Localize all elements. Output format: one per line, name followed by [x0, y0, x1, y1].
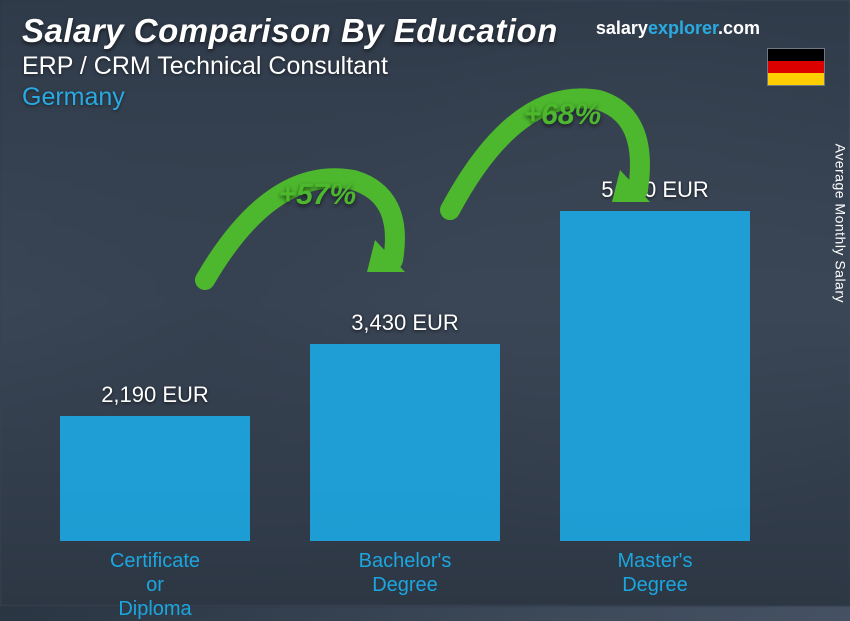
- brand-prefix: salary: [596, 18, 648, 38]
- bar-label: Bachelor's Degree: [359, 549, 452, 597]
- flag-stripe-1: [768, 49, 824, 61]
- bar-group: 2,190 EUR Certificate or Diploma: [60, 382, 250, 541]
- bar-value: 2,190 EUR: [101, 382, 209, 408]
- y-axis-label: Average Monthly Salary: [832, 144, 848, 303]
- bar: [310, 344, 500, 541]
- bar-label: Certificate or Diploma: [108, 549, 203, 621]
- increase-label: +57%: [279, 178, 357, 212]
- increase-arrow: +57%: [195, 160, 415, 315]
- flag-stripe-3: [768, 73, 824, 85]
- page-subtitle: ERP / CRM Technical Consultant: [22, 52, 828, 81]
- country-label: Germany: [22, 83, 828, 112]
- bar: [60, 416, 250, 541]
- flag-stripe-2: [768, 61, 824, 73]
- bar: [560, 211, 750, 541]
- brand-logo: salaryexplorer.com: [596, 18, 760, 39]
- bar-label: Master's Degree: [618, 549, 693, 597]
- brand-mid: explorer: [648, 18, 718, 38]
- brand-suffix: .com: [718, 18, 760, 38]
- bar-group: 3,430 EUR Bachelor's Degree: [310, 310, 500, 541]
- germany-flag-icon: [767, 48, 825, 86]
